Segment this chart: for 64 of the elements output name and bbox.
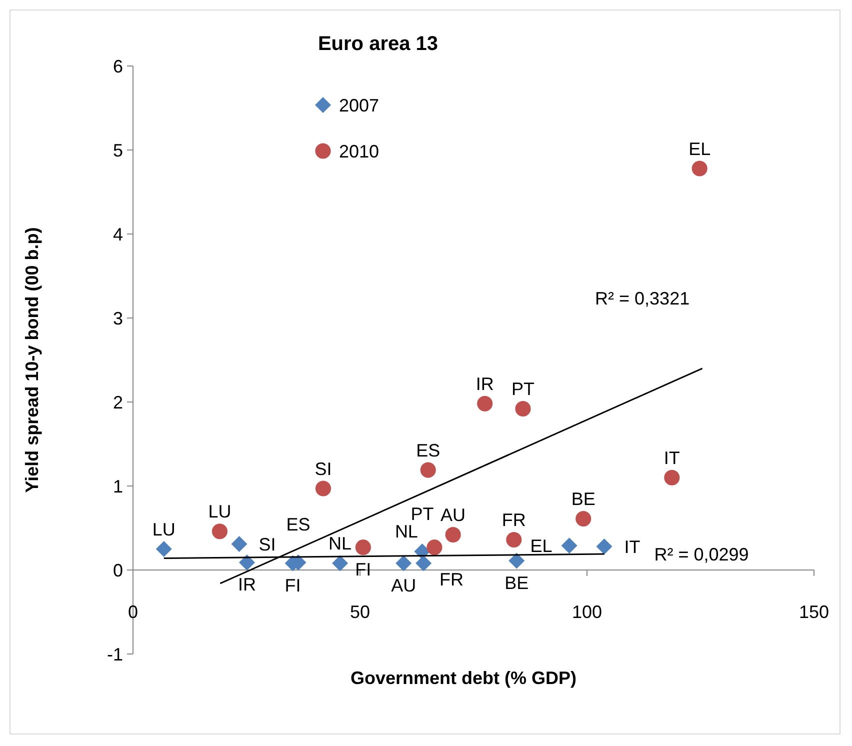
point bbox=[515, 400, 531, 416]
data-label: IR bbox=[476, 374, 494, 394]
y-tick-label: 0 bbox=[112, 560, 123, 580]
point bbox=[238, 554, 255, 570]
point bbox=[692, 160, 708, 176]
legend-label: 2010 bbox=[339, 141, 380, 162]
point bbox=[596, 538, 612, 554]
y-tick-label: 4 bbox=[112, 224, 123, 244]
point bbox=[355, 540, 371, 556]
data-label: BE bbox=[571, 489, 596, 510]
data-label: IR bbox=[238, 574, 256, 595]
data-label: ES bbox=[286, 514, 310, 535]
point bbox=[561, 538, 578, 554]
annotation: R² = 0,3321 bbox=[595, 288, 690, 309]
data-label: FI bbox=[284, 576, 301, 596]
x-tick-label: 50 bbox=[350, 602, 370, 622]
chart-title: Euro area 13 bbox=[318, 33, 438, 55]
data-label: IT bbox=[624, 536, 640, 557]
x-axis-title: Government debt (% GDP) bbox=[350, 668, 577, 688]
data-label: FR bbox=[502, 510, 526, 530]
data-label: EL bbox=[530, 536, 552, 556]
point bbox=[664, 470, 680, 486]
point bbox=[506, 532, 522, 548]
data-label: PT bbox=[410, 504, 434, 524]
point bbox=[315, 480, 332, 496]
point bbox=[420, 462, 436, 478]
data-label: SI bbox=[258, 534, 276, 554]
data-label: IT bbox=[664, 448, 680, 468]
data-label: EL bbox=[688, 138, 711, 159]
point bbox=[332, 555, 348, 572]
data-label: AU bbox=[440, 505, 466, 526]
data-label: NL bbox=[394, 522, 418, 542]
y-tick-label: 2 bbox=[112, 392, 123, 412]
point bbox=[508, 552, 525, 569]
data-label: ES bbox=[416, 440, 440, 460]
data-label: FI bbox=[355, 560, 372, 580]
annotation: R² = 0,0299 bbox=[654, 544, 749, 564]
legend-label: 2007 bbox=[339, 95, 380, 116]
data-label: LU bbox=[152, 519, 176, 540]
data-label: BE bbox=[504, 573, 529, 594]
point bbox=[477, 396, 493, 412]
point bbox=[576, 511, 592, 527]
y-tick-label: 6 bbox=[112, 56, 123, 76]
point bbox=[416, 555, 432, 572]
point bbox=[156, 541, 172, 557]
y-tick-label: 3 bbox=[112, 308, 123, 328]
point bbox=[212, 524, 228, 540]
point bbox=[231, 536, 248, 552]
data-label: PT bbox=[511, 379, 534, 400]
point bbox=[396, 555, 412, 572]
data-label: SI bbox=[314, 458, 332, 479]
x-tick-label: 0 bbox=[128, 602, 138, 622]
y-tick-label: 1 bbox=[112, 476, 123, 496]
y-axis-title: Yield spread 10-y bond (00 b.p) bbox=[22, 227, 42, 493]
data-label: FR bbox=[440, 570, 464, 590]
x-tick-label: 150 bbox=[798, 602, 830, 622]
point bbox=[445, 526, 461, 542]
y-tick-label: 5 bbox=[112, 140, 123, 160]
x-tick-label: 100 bbox=[572, 602, 602, 622]
data-label: NL bbox=[328, 534, 352, 554]
data-label: AU bbox=[391, 576, 416, 596]
y-tick-label: -1 bbox=[106, 644, 123, 664]
data-label: LU bbox=[208, 502, 232, 522]
point bbox=[426, 540, 442, 556]
